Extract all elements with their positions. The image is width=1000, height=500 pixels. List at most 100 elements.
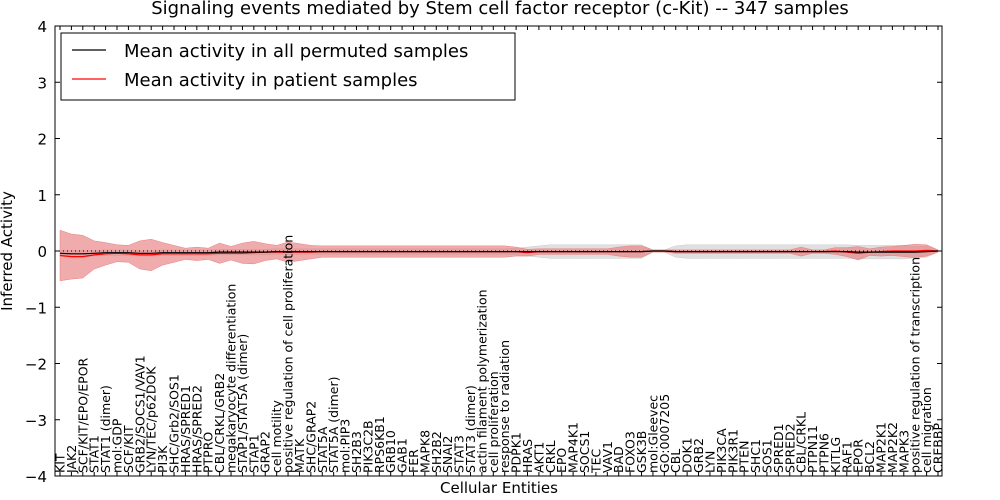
chart-title: Signaling events mediated by Stem cell f… xyxy=(151,0,849,19)
x-tick-label: STAT1 xyxy=(87,435,102,473)
x-tick-label: PTPN6 xyxy=(817,433,832,473)
x-tick-label: HRAS/SPRED1 xyxy=(178,385,193,473)
x-tick-label: MAPK8 xyxy=(417,430,432,473)
y-tick-label: 0 xyxy=(37,243,47,261)
x-tick-label: SOS1 xyxy=(760,439,775,473)
band-patient xyxy=(59,229,939,282)
y-tick-label: 3 xyxy=(37,74,47,92)
x-tick-label: cell motility xyxy=(269,399,284,473)
confidence-bands xyxy=(59,229,939,282)
x-tick-label: PDPK1 xyxy=(509,432,524,473)
x-tick-label: KITLG xyxy=(828,437,843,473)
y-tick-label: −3 xyxy=(25,412,47,430)
x-tick-label: LYN/TEC/p62DOK xyxy=(144,366,159,473)
x-tick-label: PIK3CA xyxy=(714,428,729,473)
y-axis-ticks: −4 −3 −2 −1 0 1 2 3 4 xyxy=(25,18,942,486)
x-axis-label: Cellular Entities xyxy=(440,479,558,497)
y-tick-label: −4 xyxy=(25,468,47,486)
x-tick-label: KIT xyxy=(53,453,68,473)
x-tick-label: GO:0007205 xyxy=(657,394,672,473)
x-tick-label: FOXO3 xyxy=(623,431,638,473)
x-tick-label: STAT3 xyxy=(452,435,467,473)
x-tick-label: mol:GDP xyxy=(110,418,125,473)
x-tick-label: mol:Gleevec xyxy=(645,395,660,473)
x-tick-label: GRB10 xyxy=(383,430,398,473)
x-tick-label: cell proliferation xyxy=(486,371,501,473)
legend-label-permuted: Mean activity in all permuted samples xyxy=(124,41,468,62)
x-tick-label: SHC/GRAP2 xyxy=(303,401,318,473)
x-tick-label: STAT1 (dimer) xyxy=(98,385,113,473)
x-tick-label: megakaryocyte differentiation xyxy=(224,284,239,473)
x-tick-label: MAP2K2 xyxy=(885,422,900,473)
x-tick-label: JAK2 xyxy=(64,445,79,474)
x-tick-label: GAB1 xyxy=(395,438,410,473)
x-tick-label: STAT5A xyxy=(315,426,330,473)
x-tick-label: SH2B3 xyxy=(349,431,364,473)
series-line-permuted xyxy=(59,250,939,255)
x-tick-label: GRB2 xyxy=(691,438,706,473)
x-tick-label: SH2B2 xyxy=(429,431,444,473)
x-tick-label: LYN xyxy=(702,451,717,473)
x-tick-label: PTPN11 xyxy=(805,425,820,473)
x-tick-label: actin filament polymerization xyxy=(474,289,489,473)
x-tick-label: GRAP2 xyxy=(258,431,273,473)
x-tick-label: CRKL xyxy=(543,440,558,473)
x-tick-label: SCF/KIT/EPO/EPOR xyxy=(75,357,90,473)
x-tick-label: MAP2K1 xyxy=(874,422,889,473)
x-tick-label: BCL2 xyxy=(862,441,877,473)
x-tick-label: SHC/Grb2/SOS1 xyxy=(167,374,182,473)
x-tick-label: response to radiation xyxy=(497,340,512,473)
x-tick-label: SCF/KIT xyxy=(121,425,136,473)
x-tick-label: STAT5A (dimer) xyxy=(326,377,341,473)
legend-box xyxy=(60,32,516,101)
x-tick-label: PIK3R1 xyxy=(725,429,740,473)
x-tick-label: SPRED1 xyxy=(771,423,786,473)
x-tick-label: MAPK3 xyxy=(896,430,911,473)
x-tick-label: CREBBP xyxy=(931,423,946,473)
x-tick-label: PTEN xyxy=(737,441,752,473)
x-tick-label: HRAS xyxy=(520,439,535,473)
x-tick-label: EPOR xyxy=(851,439,866,473)
x-tick-label: STAP1/STAT5A (dimer) xyxy=(235,334,250,473)
x-tick-label: BAD xyxy=(611,446,626,473)
y-tick-label: 4 xyxy=(37,18,47,36)
x-tick-label: STAT3 (dimer) xyxy=(463,385,478,473)
x-tick-label: RAF1 xyxy=(839,441,854,473)
x-tick-label: GRB2/SOCS1/VAV1 xyxy=(132,355,147,473)
y-tick-label: 2 xyxy=(37,131,47,149)
legend: Mean activity in all permuted samples Me… xyxy=(60,32,516,101)
x-tick-label: SHC1 xyxy=(748,439,763,473)
x-tick-label: CBL xyxy=(668,449,683,473)
x-tick-label: PIK3C2B xyxy=(360,420,375,473)
x-tick-label: positive regulation of transcription xyxy=(908,257,923,473)
x-tick-label: GSK3B xyxy=(634,431,649,473)
x-tick-label: FER xyxy=(406,449,421,473)
x-tick-label: HRAS/SPRED2 xyxy=(189,385,204,473)
x-tick-label: SOCS1 xyxy=(577,431,592,473)
x-tick-label: MATK xyxy=(292,438,307,473)
x-tick-label: CBL/CRKL xyxy=(794,412,809,473)
x-tick-label: DOK1 xyxy=(680,437,695,473)
x-tick-label: AKT1 xyxy=(531,442,546,473)
series-lines xyxy=(55,249,942,258)
x-tick-label: MAP4K1 xyxy=(566,422,581,473)
x-tick-label: mol:PIP3 xyxy=(338,419,353,473)
x-tick-label: EPO xyxy=(554,448,569,473)
legend-label-patient: Mean activity in patient samples xyxy=(124,70,418,91)
x-tick-label: TEC xyxy=(588,448,603,474)
x-tick-label: positive regulation of cell proliferatio… xyxy=(281,235,296,473)
x-tick-label: RPS6KB1 xyxy=(372,416,387,473)
x-tick-label: SNAI2 xyxy=(440,436,455,473)
x-tick-label: VAV1 xyxy=(600,441,615,473)
y-axis-label: Inferred Activity xyxy=(0,191,16,311)
y-tick-label: −2 xyxy=(25,356,47,374)
x-tick-label: PI3K xyxy=(155,445,170,473)
x-tick-label: STAP1 xyxy=(246,434,261,473)
x-tick-label: PTPRO xyxy=(201,432,216,473)
x-tick-label: cell migration xyxy=(919,387,934,473)
y-tick-label: −1 xyxy=(25,299,47,317)
x-tick-label: CBL/CRKL/GRB2 xyxy=(212,373,227,473)
x-tick-label: SPRED2 xyxy=(782,423,797,473)
